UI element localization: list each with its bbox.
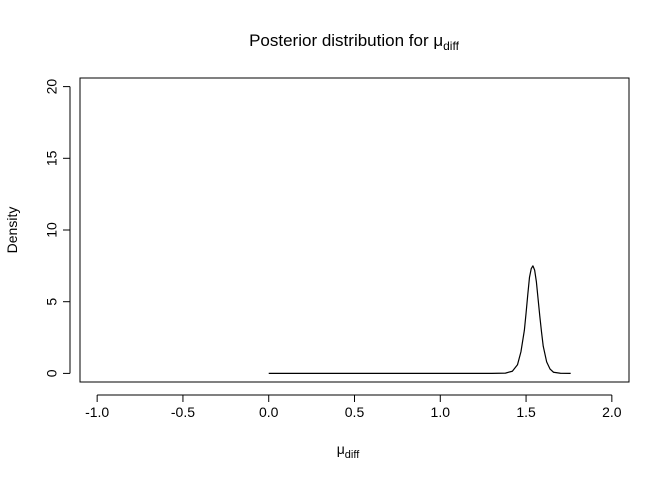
x-axis: -1.0 -0.5 0.0 0.5 1.0 1.5 2.0 — [85, 394, 622, 420]
density-line — [268, 265, 571, 374]
x-tick-label: 1.5 — [516, 404, 536, 420]
series-group — [268, 265, 571, 374]
chart-title-subscript: diff — [443, 39, 459, 53]
x-tick-label: 2.0 — [602, 404, 622, 420]
x-tick-label: 0.0 — [259, 404, 279, 420]
x-tick-label: 1.0 — [431, 404, 451, 420]
plot-box — [79, 77, 630, 383]
chart-title: Posterior distribution for μdiff — [249, 31, 460, 53]
x-tick-label: -1.0 — [85, 404, 109, 420]
y-axis: 0 5 10 15 20 — [44, 79, 71, 377]
y-tick-label: 5 — [44, 298, 60, 306]
x-tick-label: -0.5 — [171, 404, 195, 420]
y-axis-label: Density — [4, 207, 20, 254]
y-tick-label: 15 — [44, 150, 60, 166]
x-tick-label: 0.5 — [345, 404, 365, 420]
y-tick-label: 20 — [44, 79, 60, 95]
y-tick-label: 10 — [44, 222, 60, 238]
x-axis-label: μdiff — [337, 441, 360, 461]
y-tick-label: 0 — [44, 369, 60, 377]
x-axis-label-subscript: diff — [345, 449, 360, 461]
